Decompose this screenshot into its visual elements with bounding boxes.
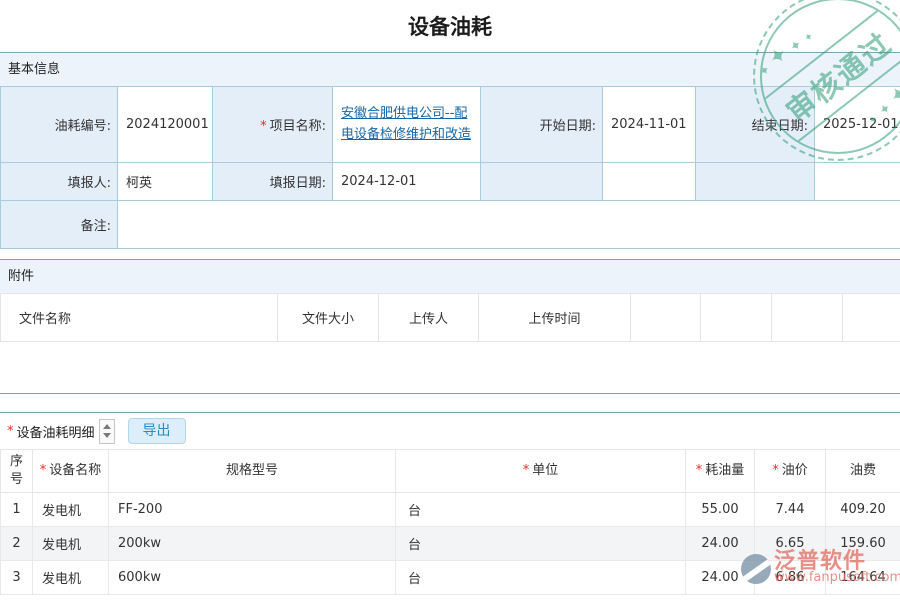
detail-table: 序号 * 设备名称 规格型号 * 单位 * 耗油量 * 油价 油费 1 发电机 FF-2… bbox=[0, 449, 900, 595]
collapse-sort-icon[interactable] bbox=[98, 418, 115, 444]
section-header-attachments: 附件 bbox=[0, 259, 900, 293]
end-date-label: 结束日期: bbox=[695, 86, 815, 163]
remark-label: 备注: bbox=[0, 200, 118, 249]
row-spec: 600kw bbox=[108, 560, 396, 595]
attach-col-uploader: 上传人 bbox=[378, 293, 479, 342]
row-no: 3 bbox=[0, 560, 33, 595]
project-name-cell: 安徽合肥供电公司--配电设备检修维护和改造 bbox=[332, 86, 481, 163]
row-price: 6.65 bbox=[754, 526, 826, 561]
row-equipment-name: 发电机 bbox=[32, 560, 109, 595]
required-marker: * bbox=[522, 463, 530, 479]
detail-col-spec: 规格型号 bbox=[108, 449, 396, 493]
attach-col-empty bbox=[700, 293, 772, 342]
attach-col-uploadtime: 上传时间 bbox=[478, 293, 631, 342]
row-spec: 200kw bbox=[108, 526, 396, 561]
empty-label-cell bbox=[480, 162, 603, 201]
attach-col-empty bbox=[771, 293, 843, 342]
detail-col-price: * 油价 bbox=[754, 449, 826, 493]
page-title: 设备油耗 bbox=[408, 15, 492, 39]
row-cost: 409.20 bbox=[825, 492, 900, 527]
spacer bbox=[0, 394, 900, 412]
basic-info-table: 油耗编号: 2024120001 * 项目名称: 安徽合肥供电公司--配电设备检修… bbox=[0, 86, 900, 249]
end-date-value: 2025-12-01 bbox=[814, 86, 900, 163]
section-header-basic-info: 基本信息 bbox=[0, 52, 900, 86]
row-price: 6.86 bbox=[754, 560, 826, 595]
row-equipment-name: 发电机 bbox=[32, 526, 109, 561]
filler-value: 柯英 bbox=[117, 162, 213, 201]
row-qty: 24.00 bbox=[685, 526, 755, 561]
fuel-no-value: 2024120001 bbox=[117, 86, 213, 163]
spacer bbox=[0, 249, 900, 259]
required-marker: * bbox=[695, 463, 703, 479]
table-row: 1 发电机 FF-200 台 55.00 7.44 409.20 bbox=[0, 492, 900, 527]
row-equipment-name: 发电机 bbox=[32, 492, 109, 527]
detail-col-no: 序号 bbox=[0, 449, 33, 493]
chevron-down-icon bbox=[102, 433, 111, 438]
attach-col-empty bbox=[630, 293, 701, 342]
row-no: 1 bbox=[0, 492, 33, 527]
attach-col-empty bbox=[842, 293, 900, 342]
row-qty: 24.00 bbox=[685, 560, 755, 595]
required-marker: * bbox=[772, 463, 779, 479]
detail-toolbar: * 设备油耗明细 导出 bbox=[0, 412, 900, 449]
chevron-up-icon bbox=[102, 424, 111, 429]
empty-value-cell bbox=[602, 162, 696, 201]
remark-value bbox=[117, 200, 900, 249]
attachments-empty-area bbox=[0, 342, 900, 394]
filler-label: 填报人: bbox=[0, 162, 118, 201]
project-label: * 项目名称: bbox=[212, 86, 333, 163]
row-unit: 台 bbox=[395, 492, 686, 527]
attach-col-filename: 文件名称 bbox=[0, 293, 278, 342]
detail-col-unit: * 单位 bbox=[395, 449, 686, 493]
detail-col-qty: * 耗油量 bbox=[685, 449, 755, 493]
fill-date-value: 2024-12-01 bbox=[332, 162, 481, 201]
row-spec: FF-200 bbox=[108, 492, 396, 527]
row-unit: 台 bbox=[395, 526, 686, 561]
empty-value-cell bbox=[814, 162, 900, 201]
table-row: 2 发电机 200kw 台 24.00 6.65 159.60 bbox=[0, 526, 900, 561]
detail-col-cost: 油费 bbox=[825, 449, 900, 493]
row-unit: 台 bbox=[395, 560, 686, 595]
row-no: 2 bbox=[0, 526, 33, 561]
row-cost: 164.64 bbox=[825, 560, 900, 595]
project-name-link[interactable]: 安徽合肥供电公司--配电设备检修维护和改造 bbox=[341, 106, 472, 142]
row-cost: 159.60 bbox=[825, 526, 900, 561]
start-date-value: 2024-11-01 bbox=[602, 86, 696, 163]
empty-label-cell bbox=[695, 162, 815, 201]
row-price: 7.44 bbox=[754, 492, 826, 527]
start-date-label: 开始日期: bbox=[480, 86, 603, 163]
attachments-table: 文件名称 文件大小 上传人 上传时间 bbox=[0, 293, 900, 342]
fill-date-label: 填报日期: bbox=[212, 162, 333, 201]
attach-col-filesize: 文件大小 bbox=[277, 293, 379, 342]
export-button[interactable]: 导出 bbox=[127, 417, 186, 445]
fuel-no-label: 油耗编号: bbox=[0, 86, 118, 163]
table-row: 3 发电机 600kw 台 24.00 6.86 164.64 bbox=[0, 560, 900, 595]
detail-header-row: 序号 * 设备名称 规格型号 * 单位 * 耗油量 * 油价 油费 bbox=[0, 449, 900, 493]
detail-col-name: * 设备名称 bbox=[32, 449, 109, 493]
required-marker: * bbox=[260, 119, 267, 134]
row-qty: 55.00 bbox=[685, 492, 755, 527]
detail-section-label: 设备油耗明细 bbox=[16, 425, 95, 441]
required-marker: * bbox=[7, 423, 14, 439]
required-marker: * bbox=[39, 463, 47, 479]
